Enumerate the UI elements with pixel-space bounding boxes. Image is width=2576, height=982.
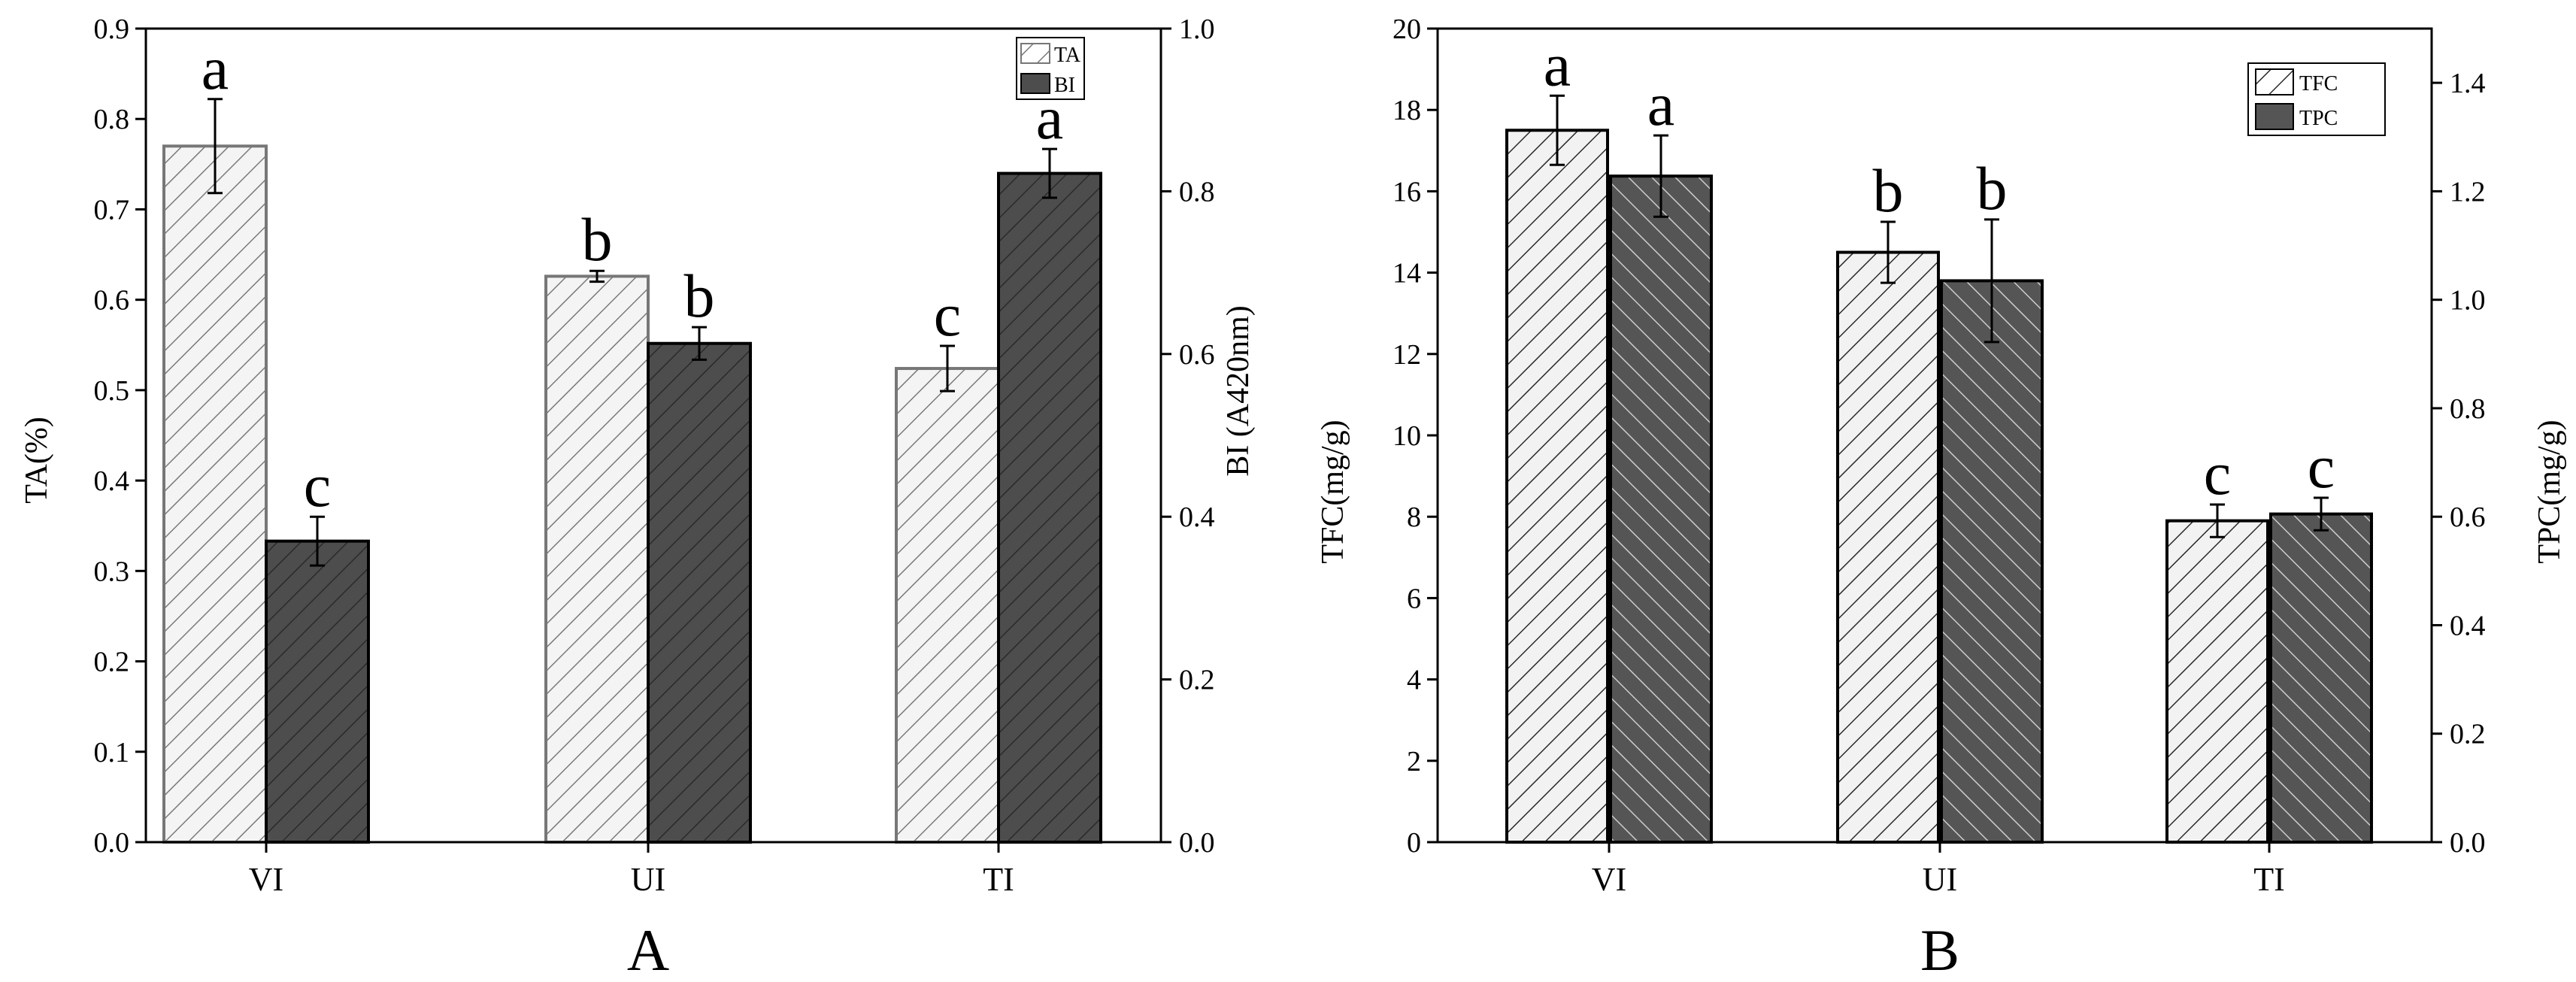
chart-panel-a: TA(%) BI (A420nm) A abccba0.00.10.20.30.…: [20, 14, 1256, 982]
y2-tick-label: 1.4: [2450, 68, 2486, 99]
significance-letter: c: [934, 280, 961, 349]
y2-tick-label: 0.8: [1179, 176, 1215, 208]
y2-tick-label: 0.8: [2450, 393, 2486, 425]
bar: [895, 367, 1000, 844]
bar: [647, 341, 752, 844]
y-tick-label: 0.2: [94, 647, 130, 678]
panel-label: B: [1920, 917, 1959, 982]
y2-tick-label: 0.6: [1179, 339, 1215, 371]
bar: [2269, 512, 2373, 844]
x-tick-label: VI: [249, 861, 283, 898]
legend: TFC TPC: [2247, 62, 2386, 136]
significance-letter: b: [684, 262, 715, 330]
significance-letter: c: [2308, 432, 2335, 501]
y-tick-label: 6: [1407, 583, 1421, 614]
y-tick-label: 20: [1393, 14, 1421, 45]
y-tick-label: 18: [1393, 95, 1421, 126]
y-tick-label: 0.6: [94, 285, 130, 317]
y2-tick-label: 0.2: [2450, 719, 2486, 750]
y-axis-label: TA(%): [20, 417, 54, 504]
y-tick-label: 16: [1393, 176, 1421, 208]
bar: [1940, 279, 2044, 844]
plot-frame: [144, 27, 1162, 844]
significance-letter: b: [582, 205, 613, 274]
x-tick-label: UI: [631, 861, 665, 898]
significance-letter: c: [304, 451, 331, 520]
y-tick-label: 0.3: [94, 556, 130, 587]
y2-tick-label: 0.4: [2450, 610, 2486, 641]
y-axis-label: TFC(mg/g): [1316, 420, 1350, 563]
y-tick-label: 10: [1393, 420, 1421, 452]
y2-tick-label: 0.2: [1179, 665, 1215, 696]
y-tick-label: 0.1: [94, 737, 130, 768]
plot-area: abccba0.00.10.20.30.40.50.60.70.80.90.00…: [94, 14, 1215, 898]
legend: TA BI: [1016, 37, 1085, 100]
significance-letter: a: [1544, 30, 1571, 99]
y-tick-label: 0.0: [94, 827, 130, 859]
x-tick-label: TI: [2253, 861, 2285, 898]
bar: [1609, 174, 1713, 844]
y-tick-label: 0.9: [94, 14, 130, 45]
bar: [265, 539, 370, 844]
y2-tick-label: 1.0: [1179, 14, 1215, 45]
legend-swatch-bi: [1020, 73, 1050, 94]
legend-swatch-tpc: [2255, 103, 2294, 130]
significance-letter: a: [202, 34, 229, 102]
x-tick-label: UI: [1923, 861, 1957, 898]
bar: [2165, 519, 2269, 844]
y-tick-label: 12: [1393, 339, 1421, 371]
significance-letter: b: [1977, 154, 2008, 223]
significance-letter: c: [2204, 439, 2231, 508]
y2-axis-label: BI (A420nm): [1221, 305, 1256, 476]
y-tick-label: 0.5: [94, 375, 130, 407]
legend-swatch-tfc: [2255, 68, 2294, 95]
significance-letter: b: [1873, 156, 1904, 225]
chart-panel-b: TFC(mg/g) TPC(mg/g) B a b c a b c 0 2 4 6 8 10 12 14 1…: [1316, 14, 2567, 982]
y-tick-label: 8: [1407, 502, 1421, 533]
legend-label-tpc: TPC: [2299, 107, 2338, 130]
bar: [1836, 250, 1940, 844]
y2-tick-label: 0.4: [1179, 502, 1215, 533]
y-tick-label: 14: [1393, 258, 1421, 289]
y-tick-label: 4: [1407, 665, 1421, 696]
y2-axis-label: TPC(mg/g): [2532, 420, 2567, 563]
legend-swatch-ta: [1020, 43, 1050, 64]
y2-tick-label: 0.6: [2450, 502, 2486, 533]
y2-tick-label: 0.0: [1179, 827, 1215, 859]
y-tick-label: 0.4: [94, 465, 130, 497]
bar: [1505, 129, 1609, 844]
y2-tick-label: 0.0: [2450, 827, 2486, 859]
y-tick-label: 2: [1407, 746, 1421, 777]
bar: [997, 171, 1102, 844]
y2-tick-label: 1.2: [2450, 176, 2486, 208]
panel-label: A: [627, 917, 669, 982]
legend-label-ta: TA: [1054, 44, 1081, 67]
plot-area: a b c a b c 0 2 4 6 8 10 12 14 16 18 20 0.0 0.2 0.4 0.6 0.8 1.…: [1393, 14, 2486, 898]
bar: [544, 274, 650, 844]
y-tick-label: 0.7: [94, 194, 130, 226]
significance-letter: a: [1647, 70, 1674, 138]
x-tick-label: TI: [983, 861, 1014, 898]
legend-label-tfc: TFC: [2299, 72, 2338, 95]
y-tick-label: 0.8: [94, 104, 130, 135]
y2-tick-label: 1.0: [2450, 285, 2486, 317]
y-tick-label: 0: [1407, 827, 1421, 859]
x-tick-label: VI: [1592, 861, 1626, 898]
bar: [162, 144, 268, 844]
legend-label-bi: BI: [1054, 74, 1075, 97]
